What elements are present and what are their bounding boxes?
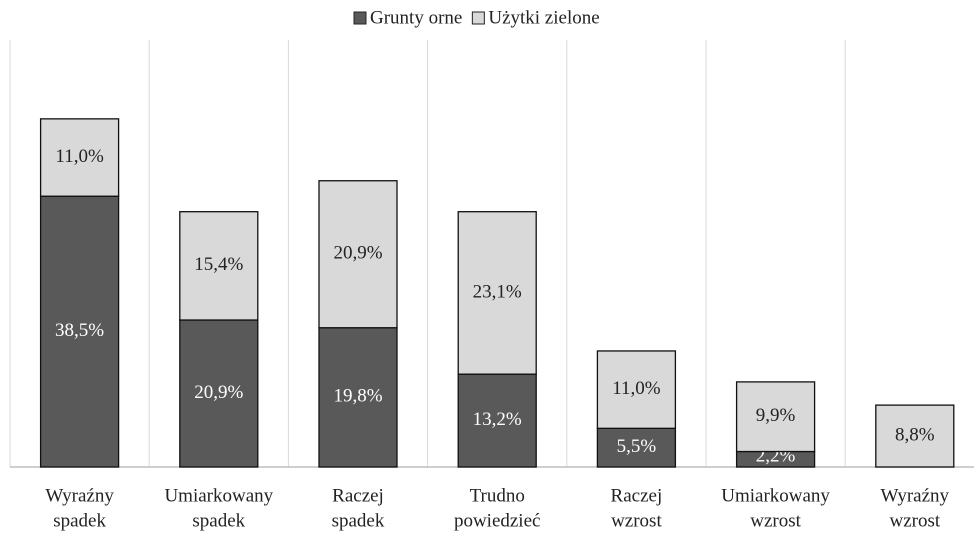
legend-swatch [471, 11, 485, 25]
bar-segment [179, 319, 259, 468]
x-tick-label: Wyraźny [881, 485, 950, 506]
x-tick-label: spadek [332, 510, 385, 531]
x-tick-label: Trudno [470, 485, 525, 506]
x-tick-label: wzrost [889, 510, 940, 531]
data-label: 8,8% [895, 424, 935, 445]
x-tick-label: spadek [53, 510, 106, 531]
bar-segment [39, 195, 120, 468]
legend-label: Użytki zielone [488, 7, 599, 28]
bar-segment [179, 211, 259, 321]
x-tick-label: Wyraźny [45, 485, 114, 506]
bar-segment [318, 327, 398, 468]
data-label: 23,1% [473, 281, 522, 302]
x-tick-label: Umiarkowany [164, 485, 273, 506]
data-label: 13,2% [473, 409, 522, 430]
x-tick-label: spadek [192, 510, 245, 531]
bar-segment [318, 180, 398, 329]
data-label: 9,9% [756, 405, 796, 426]
data-label: 11,0% [55, 146, 104, 167]
bar-segment [39, 118, 120, 197]
x-tick-label: wzrost [611, 510, 662, 531]
data-label: 19,8% [333, 386, 382, 407]
data-label: 20,9% [194, 382, 243, 403]
data-label: 20,9% [333, 243, 382, 264]
x-tick-label: Raczej [611, 485, 663, 506]
data-label: 38,5% [55, 320, 104, 341]
x-tick-label: powiedzieć [454, 510, 541, 531]
x-tick-label: Umiarkowany [721, 485, 830, 506]
bar-segment [596, 427, 677, 468]
bar-segment [596, 350, 677, 429]
data-label: 15,4% [194, 254, 243, 275]
legend-swatch [353, 11, 367, 25]
x-tick-label: wzrost [750, 510, 801, 531]
x-tick-label: Raczej [332, 485, 384, 506]
legend: Grunty orne Użytki zielone [353, 7, 600, 28]
bar-segment [735, 381, 816, 453]
data-label: 5,5% [617, 436, 657, 457]
data-label: 11,0% [612, 378, 661, 399]
bar-segment [457, 211, 537, 375]
bar-segment [875, 404, 955, 468]
legend-label: Grunty orne [370, 7, 462, 28]
